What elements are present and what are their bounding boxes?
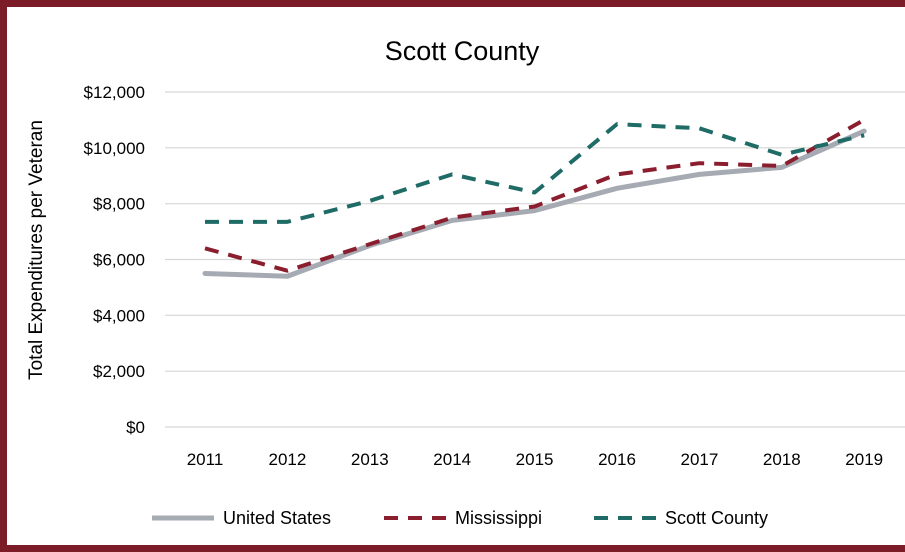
- y-tick-label: $10,000: [84, 139, 145, 158]
- y-tick-label: $4,000: [93, 306, 145, 325]
- x-tick-label: 2018: [763, 450, 801, 469]
- chart-title: Scott County: [385, 36, 540, 66]
- x-axis-ticks: 2011 2012 2013 2014 2015 2016 2017 2018 2019: [187, 450, 883, 469]
- series-line-mississippi: [205, 120, 864, 271]
- y-tick-label: $2,000: [93, 362, 145, 381]
- y-tick-label: $0: [126, 418, 145, 437]
- y-tick-label: $12,000: [84, 83, 145, 102]
- legend-label: United States: [223, 508, 331, 528]
- y-tick-label: $8,000: [93, 195, 145, 214]
- x-tick-label: 2012: [268, 450, 306, 469]
- x-tick-label: 2019: [845, 450, 883, 469]
- x-tick-label: 2014: [433, 450, 471, 469]
- series-lines: [205, 120, 864, 277]
- y-axis-label: Total Expenditures per Veteran: [26, 120, 47, 380]
- legend: United States Mississippi Scott County: [152, 508, 768, 528]
- legend-label: Mississippi: [455, 508, 542, 528]
- legend-label: Scott County: [665, 508, 768, 528]
- y-tick-label: $6,000: [93, 251, 145, 270]
- x-tick-label: 2017: [680, 450, 718, 469]
- x-tick-label: 2016: [598, 450, 636, 469]
- x-tick-label: 2013: [351, 450, 389, 469]
- gridlines: [165, 92, 905, 427]
- x-tick-label: 2011: [187, 450, 224, 469]
- y-axis-ticks: $0 $2,000 $4,000 $6,000 $8,000 $10,000 $12,000: [84, 83, 145, 437]
- x-tick-label: 2015: [516, 450, 554, 469]
